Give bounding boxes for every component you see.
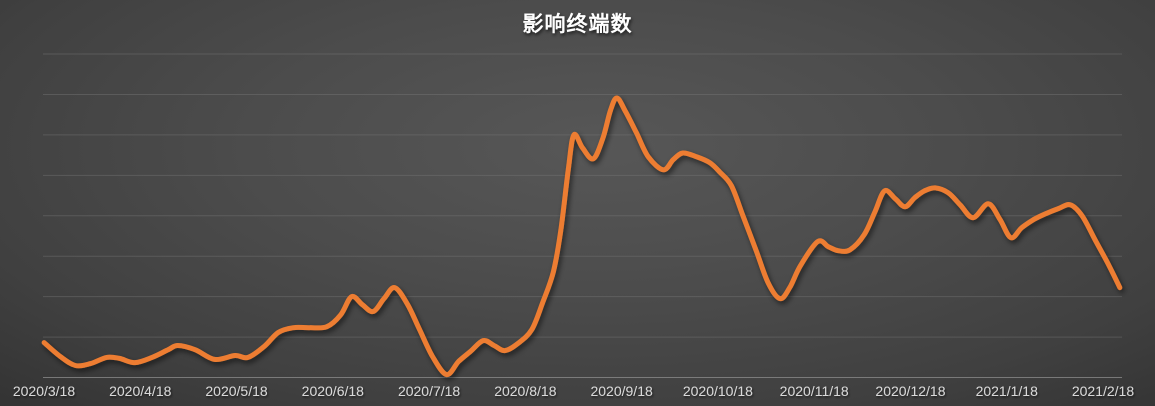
chart-title: 影响终端数 [522, 13, 633, 36]
gridlines [43, 53, 1122, 378]
x-axis-label: 2020/7/18 [398, 383, 460, 399]
x-axis-label: 2020/6/18 [302, 383, 364, 399]
x-axis-label: 2021/2/18 [1072, 383, 1134, 399]
x-axis-label: 2020/4/18 [109, 383, 171, 399]
x-axis-label: 2020/12/18 [875, 383, 945, 399]
series-line [41, 95, 1123, 378]
series-group [41, 95, 1123, 378]
x-axis-label: 2020/8/18 [494, 383, 556, 399]
x-axis-label: 2021/1/18 [976, 383, 1038, 399]
x-axis-label: 2020/5/18 [205, 383, 267, 399]
x-axis-labels: 2020/3/18 2020/4/18 2020/5/18 2020/6/18 2020… [13, 383, 1134, 399]
x-axis-label: 2020/3/18 [13, 383, 75, 399]
x-axis-label: 2020/9/18 [590, 383, 652, 399]
x-axis-label: 2020/11/18 [780, 383, 849, 399]
x-axis-label: 2020/10/18 [683, 383, 753, 399]
